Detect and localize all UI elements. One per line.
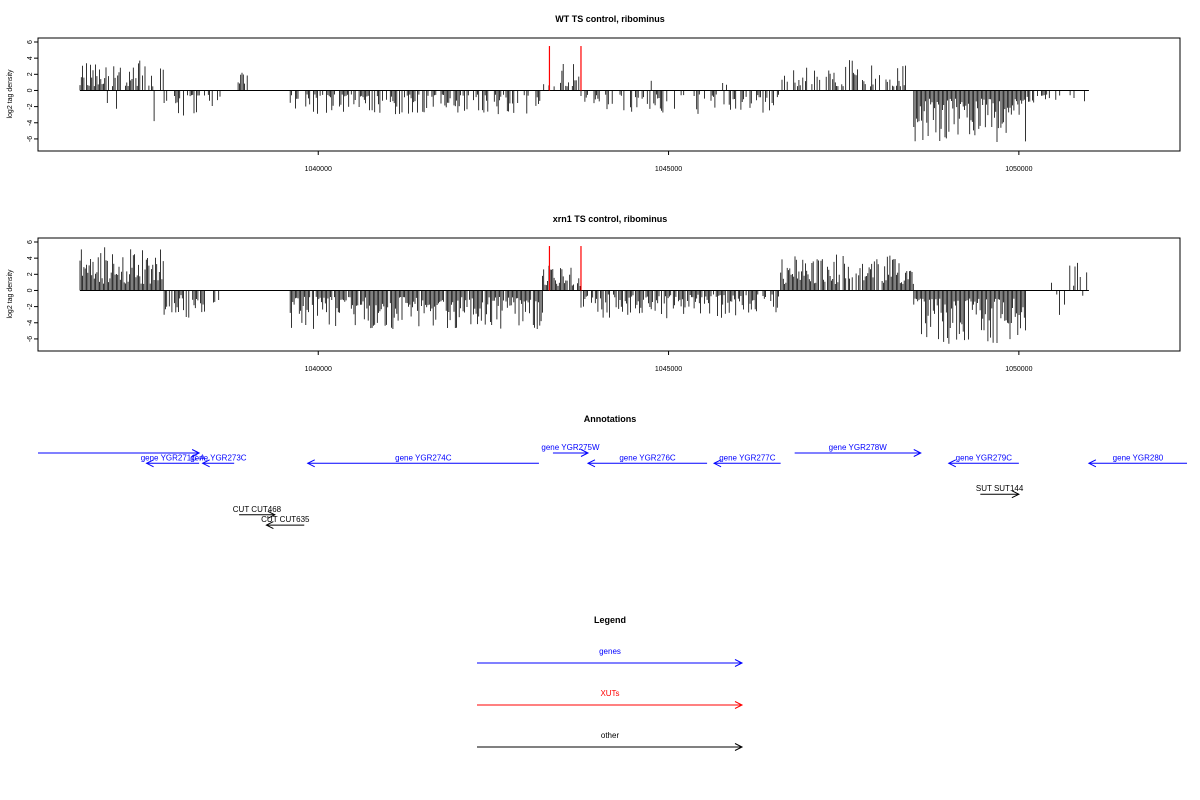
x-axis: 1040000 1045000 1050000 [305, 151, 1033, 173]
x-tick-label: 1050000 [1005, 366, 1032, 373]
y-tick-label: 4 [27, 56, 34, 60]
xut-markers [548, 46, 582, 91]
legend-arrow-head [734, 743, 744, 751]
y-tick-label: -4 [27, 120, 34, 126]
feature-arrow-head [1087, 459, 1097, 468]
y-tick-label: -4 [27, 320, 34, 326]
feature-arrow-head [265, 521, 274, 530]
feature-arrow-head [267, 510, 276, 519]
annotation-feature: gene YGR275W [541, 443, 600, 457]
feature-arrow-head [306, 459, 315, 468]
feature-label: CUT CUT468 [233, 505, 282, 514]
annotation-feature: gene YGR280 [1087, 453, 1188, 468]
y-axis: -6 -4 -2 0 2 4 6 [27, 240, 38, 342]
feature-label: gene YGR275W [541, 443, 600, 452]
feature-label: gene YGR273C [190, 453, 247, 462]
feature-arrow-head [586, 459, 596, 468]
feature-arrow-head [1011, 490, 1020, 499]
x-tick-label: 1045000 [655, 166, 682, 173]
legend-label: XUTs [600, 689, 619, 698]
plot-frame [37, 237, 1181, 352]
y-tick-label: -2 [27, 303, 34, 309]
feature-label: gene YGR271C-A [141, 453, 206, 462]
y-tick-label: -6 [27, 336, 34, 342]
y-axis-label: log2 tag density [7, 269, 14, 319]
annotation-feature: gene YGR278W [794, 443, 922, 457]
xrn1-density-panel: xrn1 TS control, ribominus -6 -4 -2 0 2 4 6 lo… [7, 214, 1181, 373]
annotation-feature: SUT SUT144 [976, 484, 1024, 499]
annotation-feature: gene YGR276C [586, 453, 708, 468]
x-tick-label: 1040000 [305, 366, 332, 373]
annotation-feature: CUT CUT468 [233, 505, 282, 519]
feature-label: gene YGR278W [829, 443, 888, 452]
feature-arrow-head [913, 449, 922, 457]
feature-label: CUT CUT635 [261, 515, 310, 524]
feature-label: SUT SUT144 [976, 484, 1024, 493]
xut-markers [548, 246, 582, 291]
density-bars [79, 60, 1085, 142]
y-axis: -6 -4 -2 0 2 4 6 [27, 40, 38, 142]
feature-label: gene YGR279C [956, 453, 1013, 462]
density-bars [79, 247, 1088, 344]
feature-arrow-head [712, 459, 722, 468]
legend-arrow-head [734, 659, 744, 667]
feature-arrow-head [145, 459, 154, 468]
y-tick-label: 6 [27, 240, 34, 244]
annotation-feature: CUT CUT635 [261, 515, 310, 530]
y-tick-label: 0 [27, 288, 34, 292]
feature-label: gene YGR280 [1113, 453, 1164, 462]
legend-label: genes [599, 647, 621, 656]
annotation-feature: gene YGR277C [712, 453, 781, 468]
x-tick-label: 1050000 [1005, 166, 1032, 173]
feature-arrow-head [191, 449, 201, 457]
panel-title: WT TS control, ribominus [555, 14, 665, 24]
annotation-feature: gene YGR273C [190, 453, 247, 468]
y-tick-label: 2 [27, 72, 34, 76]
x-tick-label: 1045000 [655, 366, 682, 373]
annotation-feature [38, 449, 201, 457]
feature-arrow-head [580, 449, 590, 457]
y-tick-label: 0 [27, 88, 34, 92]
x-tick-label: 1040000 [305, 166, 332, 173]
feature-arrow-head [201, 459, 210, 468]
y-tick-label: 4 [27, 256, 34, 260]
wt-density-panel: WT TS control, ribominus -6 -4 -2 0 2 4 6 log2… [7, 14, 1181, 173]
annotation-feature: gene YGR271C-A [141, 453, 206, 468]
y-tick-label: -2 [27, 103, 34, 109]
y-tick-label: -6 [27, 136, 34, 142]
annotation-feature: gene YGR279C [947, 453, 1019, 468]
annotation-feature: gene YGR274C [306, 453, 539, 468]
legend-entry: genes [477, 647, 744, 667]
y-tick-label: 6 [27, 40, 34, 44]
y-tick-label: 2 [27, 272, 34, 276]
y-axis-label: log2 tag density [7, 69, 14, 119]
annotations-title: Annotations [584, 414, 637, 424]
plot-frame [37, 37, 1181, 152]
legend-arrow-head [734, 701, 744, 709]
feature-arrow-head [947, 459, 957, 468]
legend-entry: XUTs [477, 689, 744, 709]
legend: Legend genes XUTs other [477, 615, 744, 751]
feature-label: gene YGR276C [619, 453, 676, 462]
legend-entry: other [477, 731, 744, 751]
legend-title: Legend [594, 615, 626, 625]
panel-title: xrn1 TS control, ribominus [553, 214, 668, 224]
feature-label: gene YGR277C [719, 453, 776, 462]
legend-label: other [601, 731, 620, 740]
feature-label: gene YGR274C [395, 453, 452, 462]
x-axis: 1040000 1045000 1050000 [305, 351, 1033, 373]
